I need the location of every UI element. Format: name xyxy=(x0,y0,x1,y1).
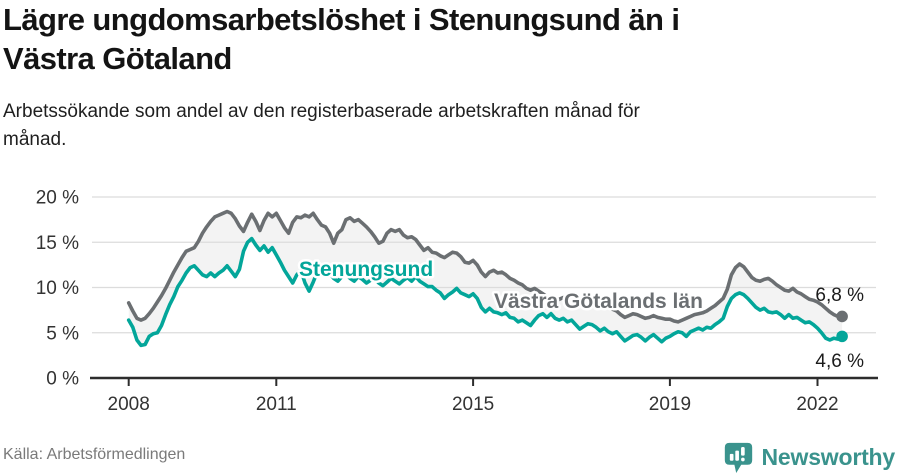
x-tick-label-2011: 2011 xyxy=(256,394,297,415)
chart-subtitle-line-2: månad. xyxy=(3,129,67,150)
series-line-stenungsund xyxy=(126,236,844,348)
end-dot-vastra-gotaland xyxy=(836,310,848,323)
series-label-stenungsund: Stenungsund xyxy=(299,258,433,281)
chart-subtitle-line-1: Arbetssökande som andel av den registerb… xyxy=(3,101,640,122)
series-label-vastra-gotaland: Västra Götalands län xyxy=(494,290,703,313)
source-note: Källa: Arbetsförmedlingen xyxy=(3,446,186,463)
y-tick-label-15: 15 % xyxy=(36,233,79,254)
end-dot-stenungsund xyxy=(836,330,848,343)
y-tick-label-10: 10 % xyxy=(36,278,79,299)
chart-title-line-1: Lägre ungdomsarbetslöshet i Stenungsund … xyxy=(3,2,680,37)
series-line-vastra-gotaland xyxy=(126,209,844,324)
brand-logo: Newsworthy xyxy=(723,441,895,474)
chart-title: Lägre ungdomsarbetslöshet i Stenungsund … xyxy=(3,0,897,78)
x-tick-label-2019: 2019 xyxy=(649,394,691,415)
y-tick-label-0: 0 % xyxy=(46,369,79,390)
chart-subtitle: Arbetssökande som andel av den registerb… xyxy=(3,98,883,154)
newsworthy-icon xyxy=(724,442,752,473)
end-label-stenungsund: 4,6 % xyxy=(815,351,864,372)
end-label-vastra-gotaland: 6,8 % xyxy=(815,285,864,306)
x-tick-label-2022: 2022 xyxy=(796,394,838,415)
chart-title-line-2: Västra Götaland xyxy=(3,41,232,76)
y-tick-label-20: 20 % xyxy=(36,188,79,209)
brand-name: Newsworthy xyxy=(761,444,896,470)
x-tick-label-2008: 2008 xyxy=(108,394,150,415)
y-tick-label-5: 5 % xyxy=(46,323,79,344)
series-gap-area xyxy=(128,211,843,346)
x-tick-label-2015: 2015 xyxy=(452,394,494,415)
